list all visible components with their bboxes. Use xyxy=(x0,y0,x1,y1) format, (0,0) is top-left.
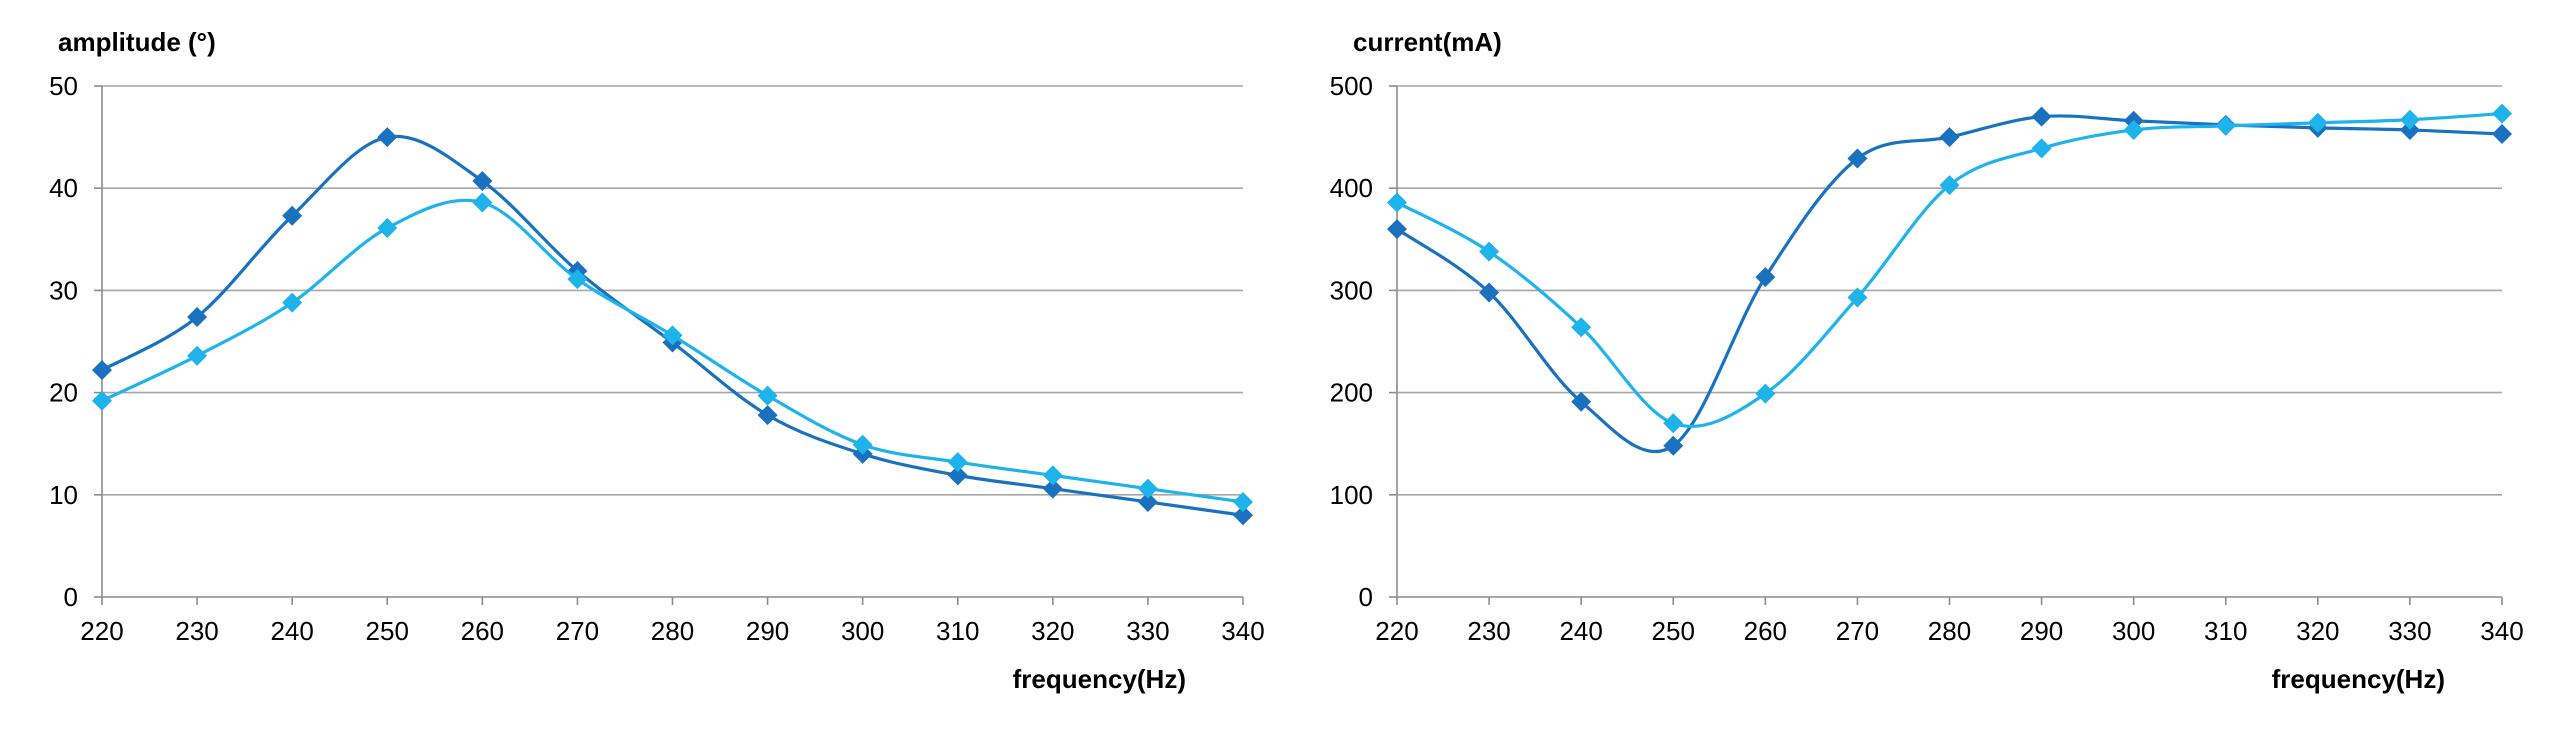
data-point-marker xyxy=(1571,391,1592,412)
data-point-marker xyxy=(2399,119,2420,140)
x-tick-label: 340 xyxy=(1221,616,1264,646)
y-tick-label: 0 xyxy=(1359,582,1373,612)
x-tick-label: 320 xyxy=(1031,616,1074,646)
y-tick-label: 300 xyxy=(1330,275,1373,305)
data-point-marker xyxy=(282,292,303,313)
data-point-marker xyxy=(187,345,208,366)
series-line xyxy=(1396,111,2503,429)
y-tick-label: 10 xyxy=(49,480,78,510)
data-point-marker xyxy=(1663,413,1684,434)
data-point-marker xyxy=(947,452,968,473)
data-point-marker xyxy=(1137,478,1158,499)
data-point-marker xyxy=(2215,115,2236,136)
data-point-marker xyxy=(1042,465,1063,486)
x-tick-label: 230 xyxy=(1467,616,1510,646)
y-tick-label: 40 xyxy=(49,173,78,203)
data-point-marker xyxy=(187,306,208,327)
data-point-marker xyxy=(2123,119,2144,140)
series-2 xyxy=(1387,103,2512,434)
data-point-marker xyxy=(1042,478,1063,499)
x-tick-label: 260 xyxy=(461,616,504,646)
x-tick-label: 300 xyxy=(841,616,884,646)
x-tick-label: 260 xyxy=(1744,616,1787,646)
x-tick-label: 290 xyxy=(2020,616,2063,646)
x-tick-label: 340 xyxy=(2480,616,2523,646)
y-tick-label: 20 xyxy=(49,378,78,408)
data-point-marker xyxy=(1847,287,1868,308)
data-point-marker xyxy=(377,218,398,239)
data-point-marker xyxy=(1387,192,1407,213)
x-axis-title: frequency(Hz) xyxy=(2272,664,2445,694)
data-point-marker xyxy=(567,269,588,290)
y-tick-label: 50 xyxy=(49,71,78,101)
x-tick-label: 220 xyxy=(80,616,123,646)
data-point-marker xyxy=(2492,124,2512,145)
data-point-marker xyxy=(1479,241,1500,262)
data-point-marker xyxy=(2031,106,2052,127)
data-point-marker xyxy=(472,192,493,213)
y-tick-label: 100 xyxy=(1330,480,1373,510)
x-tick-label: 230 xyxy=(175,616,218,646)
data-point-marker xyxy=(757,385,778,406)
x-tick-label: 240 xyxy=(1559,616,1602,646)
series-1 xyxy=(1387,106,2512,456)
data-point-marker xyxy=(92,390,112,411)
data-point-marker xyxy=(1939,175,1960,196)
data-point-marker xyxy=(1137,491,1158,512)
x-tick-label: 320 xyxy=(2296,616,2339,646)
data-point-marker xyxy=(757,405,778,426)
data-point-marker xyxy=(92,360,112,381)
data-point-marker xyxy=(2031,138,2052,159)
data-point-marker xyxy=(1233,505,1253,526)
x-tick-label: 310 xyxy=(936,616,979,646)
data-point-marker xyxy=(282,205,303,226)
x-tick-label: 280 xyxy=(1928,616,1971,646)
y-axis-title: current(mA) xyxy=(1353,27,1502,57)
data-point-marker xyxy=(1755,267,1776,288)
data-point-marker xyxy=(2307,112,2328,133)
data-point-marker xyxy=(1479,282,1500,303)
y-tick-label: 500 xyxy=(1330,71,1373,101)
x-tick-label: 330 xyxy=(2388,616,2431,646)
y-tick-label: 30 xyxy=(49,275,78,305)
x-axis-title: frequency(Hz) xyxy=(1013,664,1186,694)
data-point-marker xyxy=(1387,219,1407,240)
x-tick-label: 240 xyxy=(270,616,313,646)
x-tick-label: 250 xyxy=(1652,616,1695,646)
y-tick-label: 0 xyxy=(64,582,78,612)
data-point-marker xyxy=(377,127,398,148)
x-tick-label: 290 xyxy=(746,616,789,646)
data-point-marker xyxy=(947,465,968,486)
x-tick-label: 310 xyxy=(2204,616,2247,646)
y-axis-title: amplitude (°) xyxy=(58,27,216,57)
x-tick-label: 250 xyxy=(366,616,409,646)
x-tick-label: 270 xyxy=(556,616,599,646)
x-tick-label: 300 xyxy=(2112,616,2155,646)
x-tick-label: 330 xyxy=(1126,616,1169,646)
data-point-marker xyxy=(1571,317,1592,338)
data-point-marker xyxy=(2492,103,2512,124)
y-tick-label: 400 xyxy=(1330,173,1373,203)
series-line xyxy=(1396,114,2503,454)
series-2 xyxy=(92,192,1253,512)
y-tick-label: 200 xyxy=(1330,378,1373,408)
x-tick-label: 270 xyxy=(1836,616,1879,646)
x-tick-label: 220 xyxy=(1375,616,1418,646)
data-point-marker xyxy=(2399,109,2420,130)
current-chart: 0 100 200 300 400 500 220 230 240 250 260 270 280 290… xyxy=(1330,27,2524,694)
data-point-marker xyxy=(1847,148,1868,169)
data-point-marker xyxy=(1663,435,1684,456)
amplitude-chart: 0 10 20 30 40 50 220 230 240 250 260 270 280 290 300 31… xyxy=(49,27,1265,694)
data-point-marker xyxy=(472,171,493,192)
data-point-marker xyxy=(1939,127,1960,148)
data-point-marker xyxy=(662,325,683,346)
data-point-marker xyxy=(1755,383,1776,404)
x-tick-label: 280 xyxy=(651,616,694,646)
data-point-marker xyxy=(1233,491,1253,512)
data-point-marker xyxy=(852,434,873,455)
